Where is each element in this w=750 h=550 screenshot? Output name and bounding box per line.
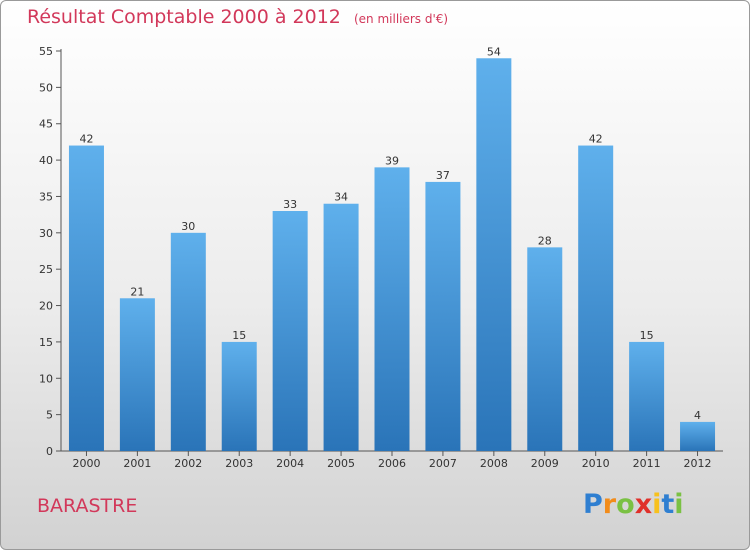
bars-group xyxy=(68,58,716,451)
bar-2010 xyxy=(578,145,614,451)
chart-subtitle: (en milliers d'€) xyxy=(353,12,449,26)
x-tick-label: 2001 xyxy=(123,457,151,470)
data-label: 28 xyxy=(538,234,552,247)
bar-2012 xyxy=(680,421,716,451)
bar-2002 xyxy=(170,232,206,451)
x-tick-label: 2004 xyxy=(276,457,304,470)
x-tick-label: 2007 xyxy=(429,457,457,470)
chart-title: Résultat Comptable 2000 à 2012 xyxy=(27,6,341,28)
bar-2007 xyxy=(425,181,461,451)
bar-2003 xyxy=(221,341,257,451)
y-tick-label: 20 xyxy=(39,300,53,313)
y-tick-label: 45 xyxy=(39,118,53,131)
logo-letter: P xyxy=(583,489,603,520)
y-tick-label: 5 xyxy=(46,409,53,422)
x-tick-label: 2006 xyxy=(378,457,406,470)
bar-2008 xyxy=(476,58,512,451)
data-label: 54 xyxy=(487,45,501,58)
proxiti-logo[interactable]: Proxiti xyxy=(583,489,684,520)
data-label: 21 xyxy=(130,285,144,298)
x-tick-label: 2009 xyxy=(531,457,559,470)
logo-letter: i xyxy=(652,489,662,520)
commune-name: BARASTRE xyxy=(37,495,138,517)
y-tick-label: 15 xyxy=(39,336,53,349)
y-tick-label: 40 xyxy=(39,154,53,167)
x-tick-label: 2005 xyxy=(327,457,355,470)
logo-letter: o xyxy=(616,489,635,520)
data-label: 42 xyxy=(589,133,603,146)
bar-2006 xyxy=(374,167,410,451)
y-tick-label: 10 xyxy=(39,372,53,385)
data-label: 4 xyxy=(694,409,701,422)
x-tick-label: 2002 xyxy=(174,457,202,470)
x-tick-label: 2003 xyxy=(225,457,253,470)
logo-letter: r xyxy=(602,489,617,520)
y-tick-label: 30 xyxy=(39,227,53,240)
bar-2001 xyxy=(119,298,155,451)
data-label: 15 xyxy=(232,329,246,342)
x-tick-label: 2012 xyxy=(684,457,712,470)
logo-letter: x xyxy=(634,489,653,520)
bar-2011 xyxy=(629,341,665,451)
title-row: Résultat Comptable 2000 à 2012 (en milli… xyxy=(27,6,448,28)
logo-letter: t xyxy=(661,489,675,520)
logo-letter: i xyxy=(674,489,684,520)
data-label: 34 xyxy=(334,191,348,204)
data-label: 37 xyxy=(436,169,450,182)
y-tick-label: 25 xyxy=(39,263,53,276)
data-label: 30 xyxy=(181,220,195,233)
bar-2004 xyxy=(272,211,308,451)
labels-group: 2000 42 2001 21 2002 30 2003 15 2004 33 2005 34 2006… xyxy=(72,45,711,470)
bar-2009 xyxy=(527,247,563,451)
bar-2005 xyxy=(323,203,359,451)
x-tick-label: 2008 xyxy=(480,457,508,470)
y-tick-label: 55 xyxy=(39,45,53,58)
data-label: 33 xyxy=(283,198,297,211)
data-label: 15 xyxy=(640,329,654,342)
y-tick-label: 0 xyxy=(46,445,53,458)
y-tick-label: 35 xyxy=(39,190,53,203)
x-tick-label: 2010 xyxy=(582,457,610,470)
x-tick-label: 2011 xyxy=(633,457,661,470)
bar-2000 xyxy=(68,145,104,451)
data-label: 42 xyxy=(79,133,93,146)
x-tick-label: 2000 xyxy=(72,457,100,470)
y-tick-label: 50 xyxy=(39,81,53,94)
data-label: 39 xyxy=(385,154,399,167)
